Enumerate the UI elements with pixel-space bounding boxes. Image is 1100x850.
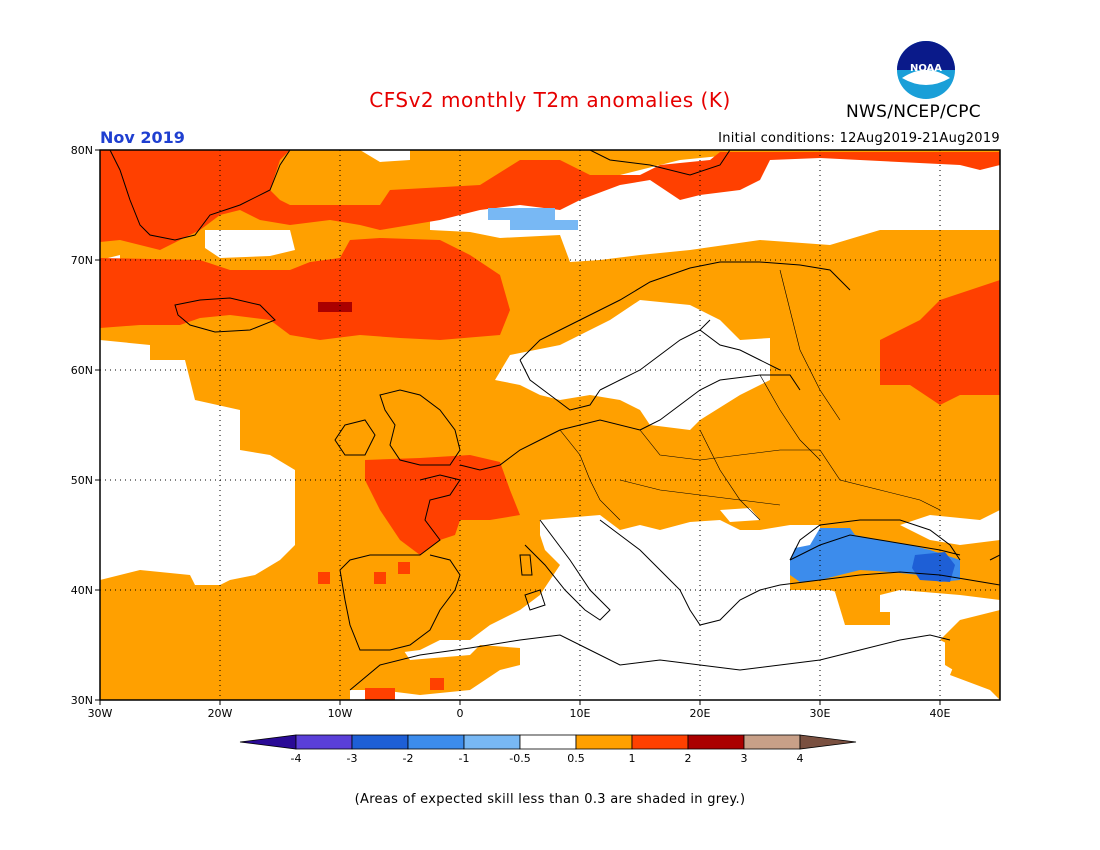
legend-label: 2: [685, 752, 692, 765]
initial-conditions: Initial conditions: 12Aug2019-21Aug2019: [718, 131, 1000, 146]
legend-label: -2: [403, 752, 414, 765]
legend-swatch: [295, 734, 353, 750]
coastlines: [109, 150, 1000, 691]
lon-tick-label: 0: [457, 707, 464, 720]
neutral-regions: [100, 150, 1000, 700]
agency-label: NWS/NCEP/CPC: [846, 102, 981, 122]
lat-tick-label: 60N: [71, 364, 93, 377]
legend-swatch: [631, 734, 689, 750]
noaa-logo-text: NOAA: [910, 63, 942, 74]
legend-label: -4: [291, 752, 302, 765]
lat-tick-label: 70N: [71, 254, 93, 267]
strong-warm-regions: [100, 150, 1000, 700]
lon-tick-label: 30W: [88, 707, 113, 720]
legend-swatch: [463, 734, 521, 750]
warm-patches: [350, 592, 1000, 695]
noaa-logo: NOAA: [897, 41, 955, 99]
legend-label: -3: [347, 752, 358, 765]
lat-tick-label: 50N: [71, 474, 93, 487]
legend-swatch: [687, 734, 745, 750]
lat-tick-label: 40N: [71, 584, 93, 597]
legend-swatch: [743, 734, 801, 750]
legend-min-arrow: [239, 734, 297, 750]
anomaly-field: [100, 150, 1000, 700]
lon-tick-label: 20W: [208, 707, 233, 720]
color-legend: -4 -3 -2 -1 -0.5 0.5 1 2 3 4: [239, 734, 857, 765]
legend-label: 3: [741, 752, 748, 765]
cold-regions: [488, 208, 960, 582]
legend-label: 1: [629, 752, 636, 765]
map-frame: [99, 149, 1001, 701]
lat-tick-label: 30N: [71, 694, 93, 707]
lon-tick-label: 40E: [930, 707, 951, 720]
forecast-month: Nov 2019: [100, 128, 185, 147]
lon-tick-label: 10E: [570, 707, 591, 720]
legend-label: -0.5: [509, 752, 530, 765]
legend-label: 4: [797, 752, 804, 765]
lon-tick-label: 10W: [328, 707, 353, 720]
graticule: [100, 150, 1000, 700]
legend-swatch: [407, 734, 465, 750]
lat-tick-label: 80N: [71, 144, 93, 157]
legend-max-arrow: [799, 734, 857, 750]
chart-title: CFSv2 monthly T2m anomalies (K): [369, 88, 731, 112]
lon-tick-label: 30E: [810, 707, 831, 720]
very-warm-patch: [318, 302, 352, 312]
footnote: (Areas of expected skill less than 0.3 a…: [354, 792, 746, 807]
legend-swatch: [351, 734, 409, 750]
legend-swatch: [519, 734, 577, 750]
legend-label: 0.5: [567, 752, 585, 765]
legend-swatch: [575, 734, 633, 750]
legend-label: -1: [459, 752, 470, 765]
lon-tick-label: 20E: [690, 707, 711, 720]
